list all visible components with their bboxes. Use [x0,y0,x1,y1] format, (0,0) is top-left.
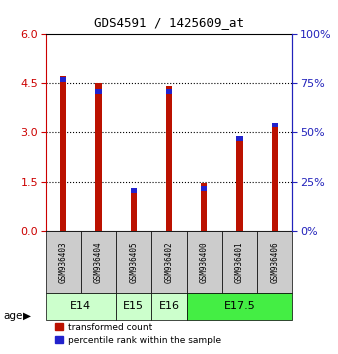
Bar [236,136,243,231]
Bar [81,231,116,293]
Text: E14: E14 [70,301,92,311]
Bar [271,126,278,231]
Text: GSM936402: GSM936402 [165,241,173,283]
Text: GSM936405: GSM936405 [129,241,138,283]
Bar [187,293,292,320]
Bar [166,89,172,94]
Bar [166,86,172,231]
Bar [116,293,151,320]
Bar [130,190,137,231]
Bar [222,231,257,293]
Text: GSM936406: GSM936406 [270,241,279,283]
Text: GSM936401: GSM936401 [235,241,244,283]
Bar [257,231,292,293]
Bar [95,89,102,94]
Bar [187,231,222,293]
Bar [201,186,208,191]
Text: E16: E16 [159,301,179,311]
Bar [201,183,208,231]
Bar [60,76,67,231]
Bar [151,231,187,293]
Text: E17.5: E17.5 [224,301,256,311]
Bar [95,83,102,231]
Text: GDS4591 / 1425609_at: GDS4591 / 1425609_at [94,16,244,29]
Text: GSM936400: GSM936400 [200,241,209,283]
Bar [130,188,137,193]
Legend: transformed count, percentile rank within the sample: transformed count, percentile rank withi… [55,322,221,345]
Bar [236,136,243,141]
Text: age: age [3,311,23,321]
Bar [116,231,151,293]
Bar [46,293,116,320]
Bar [151,293,187,320]
Text: GSM936404: GSM936404 [94,241,103,283]
Bar [271,122,278,127]
Bar [46,231,81,293]
Text: ▶: ▶ [23,311,31,321]
Text: GSM936403: GSM936403 [59,241,68,283]
Bar [60,77,67,82]
Text: E15: E15 [123,301,144,311]
